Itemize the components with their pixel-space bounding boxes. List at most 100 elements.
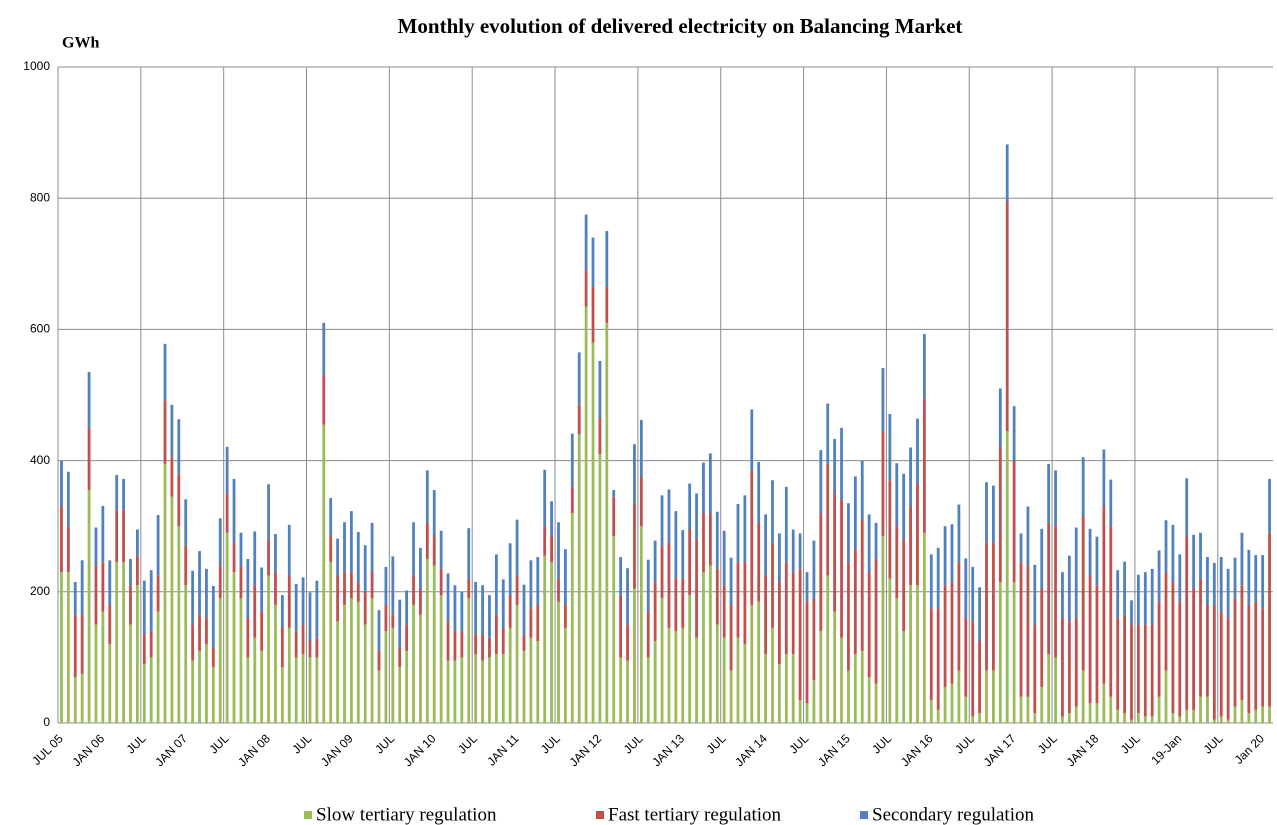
bar-segment xyxy=(94,527,98,566)
bar-segment xyxy=(916,483,919,586)
bar-segment xyxy=(80,673,84,723)
bar-segment xyxy=(1109,696,1113,723)
bar-segment xyxy=(564,549,567,605)
bar-segment xyxy=(950,683,954,723)
bar-segment xyxy=(260,650,264,723)
bar-segment xyxy=(1040,588,1044,687)
bar-segment xyxy=(840,427,843,500)
bar-segment xyxy=(860,460,864,520)
bar-segment xyxy=(722,530,726,586)
bar-segment xyxy=(329,536,333,563)
bar-segment xyxy=(101,505,105,563)
bar-segment xyxy=(847,562,850,671)
bar-segment xyxy=(867,677,871,723)
bar-segment xyxy=(260,567,264,612)
bar-segment xyxy=(1012,581,1016,723)
bar-segment xyxy=(1240,532,1244,586)
bar-segment xyxy=(1171,581,1175,714)
bar-segment xyxy=(267,484,270,540)
bar-segment xyxy=(142,663,146,723)
bar-segment xyxy=(267,539,270,576)
bar-segment xyxy=(867,514,871,573)
bar-segment xyxy=(1261,608,1265,707)
bar-segment xyxy=(1012,406,1016,461)
bar-segment xyxy=(715,511,719,569)
bar-segment xyxy=(1192,588,1196,710)
bar-segment xyxy=(508,543,512,596)
bar-segment xyxy=(1061,716,1064,723)
y-tick-label: 800 xyxy=(30,190,50,204)
bar-segment xyxy=(115,475,119,510)
bar-segment xyxy=(708,513,712,566)
bar-segment xyxy=(853,549,857,655)
bar-segment xyxy=(757,522,761,602)
bar-segment xyxy=(1164,572,1168,671)
bar-segment xyxy=(619,557,623,596)
bar-segment xyxy=(329,497,333,537)
bar-segment xyxy=(439,568,443,596)
legend-swatch xyxy=(860,811,868,819)
bar-segment xyxy=(1116,618,1120,710)
bar-segment xyxy=(1088,528,1092,576)
bar-segment xyxy=(246,657,250,723)
bar-segment xyxy=(1033,564,1037,625)
bar-segment xyxy=(349,598,353,723)
bar-segment xyxy=(853,654,857,723)
x-tick-label: JUL 05 xyxy=(29,731,66,768)
bar-segment xyxy=(564,627,567,723)
bar-segment xyxy=(605,286,609,323)
bar-segment xyxy=(177,473,181,527)
bar-segment xyxy=(798,533,802,569)
bar-segment xyxy=(633,588,636,723)
y-tick-label: 400 xyxy=(30,453,50,467)
bar-segment xyxy=(349,511,353,573)
x-tick-label: Jan 20 xyxy=(1232,731,1268,767)
bar-segment xyxy=(398,647,402,668)
bar-segment xyxy=(481,634,484,661)
bar-segment xyxy=(522,634,526,651)
bar-segment xyxy=(605,231,609,287)
bar-segment xyxy=(356,601,360,723)
bar-segment xyxy=(494,614,498,655)
bar-segment xyxy=(591,286,595,343)
bar-segment xyxy=(874,559,878,684)
bar-segment xyxy=(570,486,574,514)
bar-segment xyxy=(729,604,733,671)
bar-segment xyxy=(543,526,547,556)
bar-segment xyxy=(1088,703,1092,723)
bar-segment xyxy=(280,667,284,723)
bar-segment xyxy=(522,584,526,635)
bar-segment xyxy=(515,519,519,576)
bar-segment xyxy=(1040,528,1044,589)
x-tick-label: JAN 18 xyxy=(1064,731,1102,769)
legend-label: Secondary regulation xyxy=(872,804,1034,825)
bar-segment xyxy=(488,595,491,638)
x-tick-label: JUL xyxy=(1201,731,1226,756)
bar-segment xyxy=(550,562,553,723)
bar-segment xyxy=(598,417,602,455)
bar-segment xyxy=(87,427,91,491)
bar-segment xyxy=(847,670,850,723)
bar-segment xyxy=(370,598,374,723)
bar-segment xyxy=(453,631,457,661)
bar-segment xyxy=(370,522,374,573)
bar-segment xyxy=(377,610,381,651)
bar-segment xyxy=(1178,601,1182,717)
x-tick-label: JAN 17 xyxy=(981,731,1019,769)
bar-segment xyxy=(287,575,291,628)
bar-segment xyxy=(149,657,153,723)
bar-segment xyxy=(619,595,623,658)
bar-segment xyxy=(743,644,747,723)
bar-segment xyxy=(847,503,850,563)
bar-segment xyxy=(1019,533,1023,563)
bar-segment xyxy=(66,526,70,573)
bar-segment xyxy=(1123,561,1126,615)
bar-segment xyxy=(909,447,912,507)
bar-segment xyxy=(798,700,802,723)
bar-segment xyxy=(895,463,899,527)
bar-segment xyxy=(122,478,125,510)
bar-segment xyxy=(681,578,685,628)
bar-segment xyxy=(598,454,602,723)
bar-segment xyxy=(881,431,885,537)
bar-segment xyxy=(280,595,284,628)
